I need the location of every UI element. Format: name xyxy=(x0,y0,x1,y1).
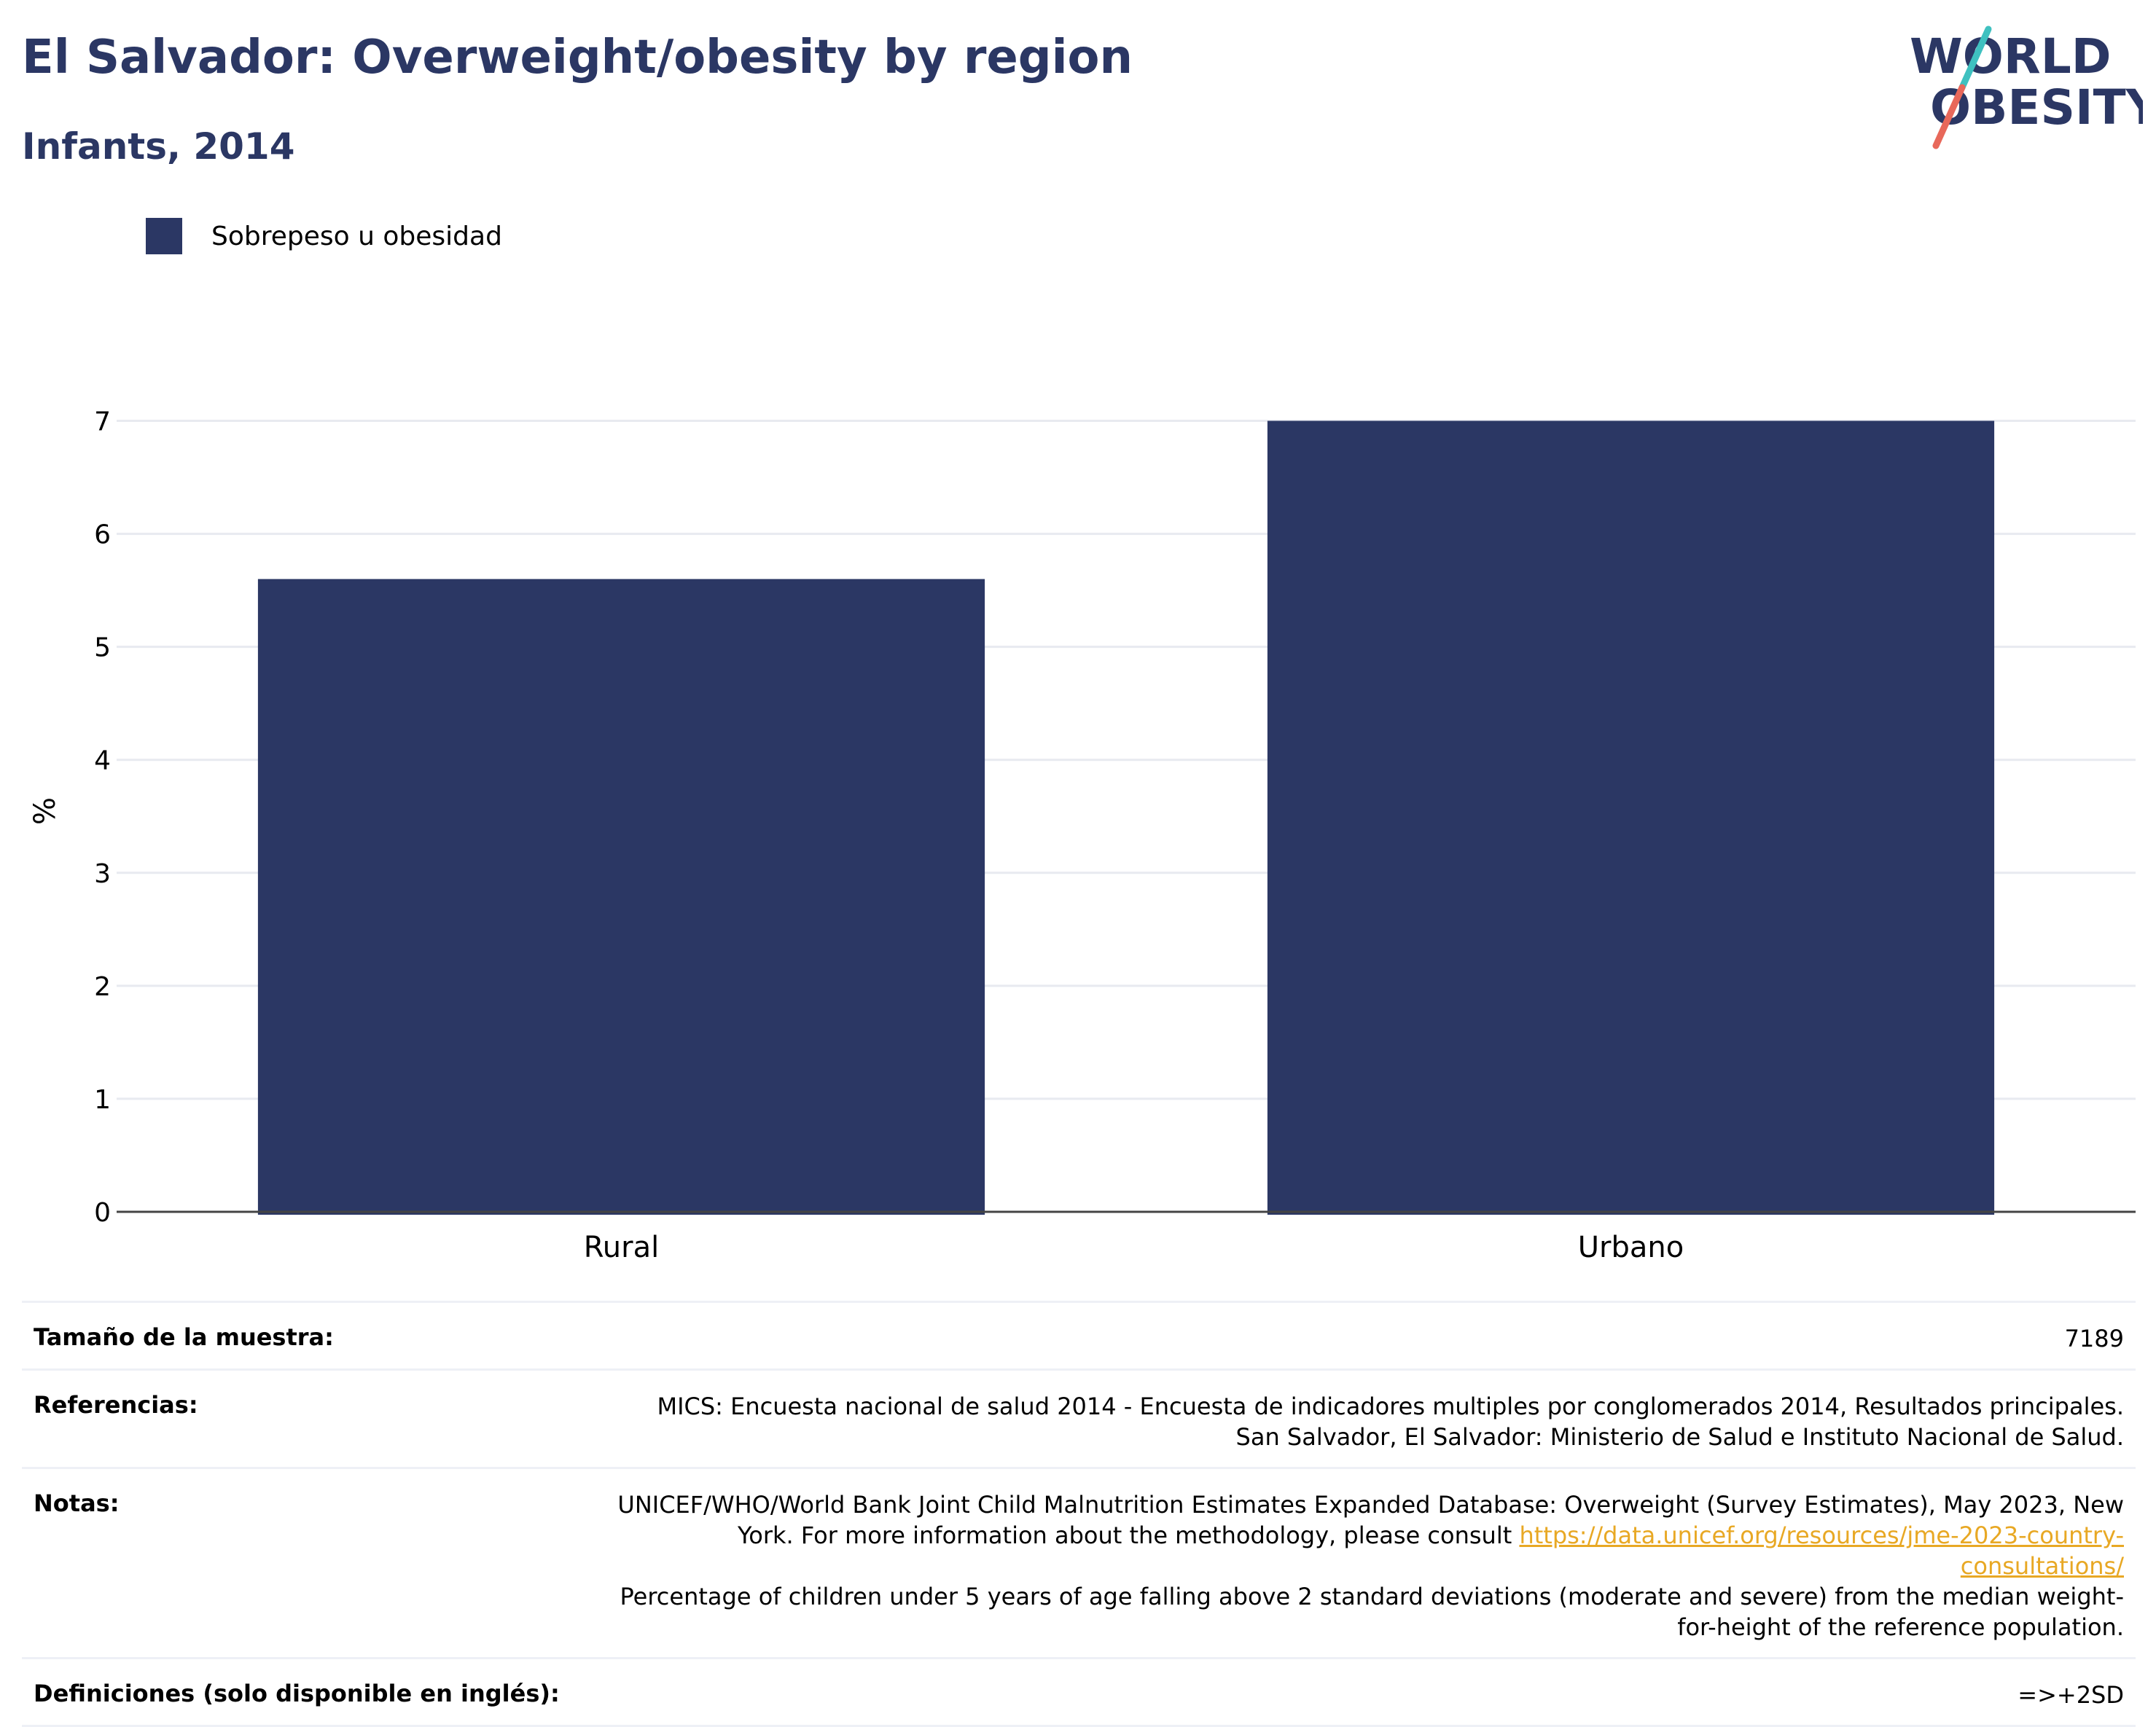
y-tick-label-3: 3 xyxy=(94,859,111,889)
y-tick-label-0: 0 xyxy=(94,1198,111,1228)
info-table: Tamaño de la muestra: 7189 Referencias: … xyxy=(22,1301,2136,1727)
notes-text-2: Percentage of children under 5 years of … xyxy=(620,1583,2125,1641)
references-value: MICS: Encuesta nacional de salud 2014 - … xyxy=(657,1393,2124,1451)
info-row-definitions: Definiciones (solo disponible en inglés)… xyxy=(22,1657,2136,1727)
notes-value: UNICEF/WHO/World Bank Joint Child Malnut… xyxy=(608,1489,2124,1642)
notes-label: Notas: xyxy=(34,1489,120,1517)
references-label: Referencias: xyxy=(34,1391,198,1419)
sample-value: 7189 xyxy=(2064,1325,2124,1352)
bar-chart: 0 1 2 3 4 5 6 7 Rural Urbano xyxy=(94,407,2136,1264)
sample-label: Tamaño de la muestra: xyxy=(34,1323,334,1351)
definitions-value: =>+2SD xyxy=(2018,1681,2124,1709)
legend-swatch xyxy=(146,218,182,254)
y-tick-label-5: 5 xyxy=(94,633,111,663)
info-row-notes: Notas: UNICEF/WHO/World Bank Joint Child… xyxy=(22,1467,2136,1657)
y-axis-label: % xyxy=(28,797,62,826)
bar-urbano xyxy=(1267,420,1995,1215)
y-tick-label-6: 6 xyxy=(94,520,111,550)
info-row-sample: Tamaño de la muestra: 7189 xyxy=(22,1301,2136,1368)
info-row-references: Referencias: MICS: Encuesta nacional de … xyxy=(22,1368,2136,1467)
logo-line-1: WORLD xyxy=(1910,28,2112,85)
chart-subtitle: Infants, 2014 xyxy=(22,125,295,168)
notes-text-1: UNICEF/WHO/World Bank Joint Child Malnut… xyxy=(617,1491,2124,1549)
legend: Sobrepeso u obesidad xyxy=(146,217,502,255)
y-tick-label-2: 2 xyxy=(94,972,111,1002)
world-obesity-logo: WORLD OBESITY xyxy=(1910,26,2143,149)
bar-rural xyxy=(257,579,985,1215)
legend-label: Sobrepeso u obesidad xyxy=(211,221,502,251)
y-tick-label-7: 7 xyxy=(94,407,111,437)
definitions-label: Definiciones (solo disponible en inglés)… xyxy=(34,1680,560,1707)
x-tick-label-urbano: Urbano xyxy=(1578,1231,1684,1264)
x-tick-label-rural: Rural xyxy=(584,1231,659,1264)
chart-title: El Salvador: Overweight/obesity by regio… xyxy=(22,31,1133,85)
y-tick-label-1: 1 xyxy=(94,1085,111,1115)
y-tick-label-4: 4 xyxy=(94,746,111,776)
notes-link[interactable]: https://data.unicef.org/resources/jme-20… xyxy=(1519,1522,2124,1580)
logo-line-2: OBESITY xyxy=(1930,79,2143,136)
